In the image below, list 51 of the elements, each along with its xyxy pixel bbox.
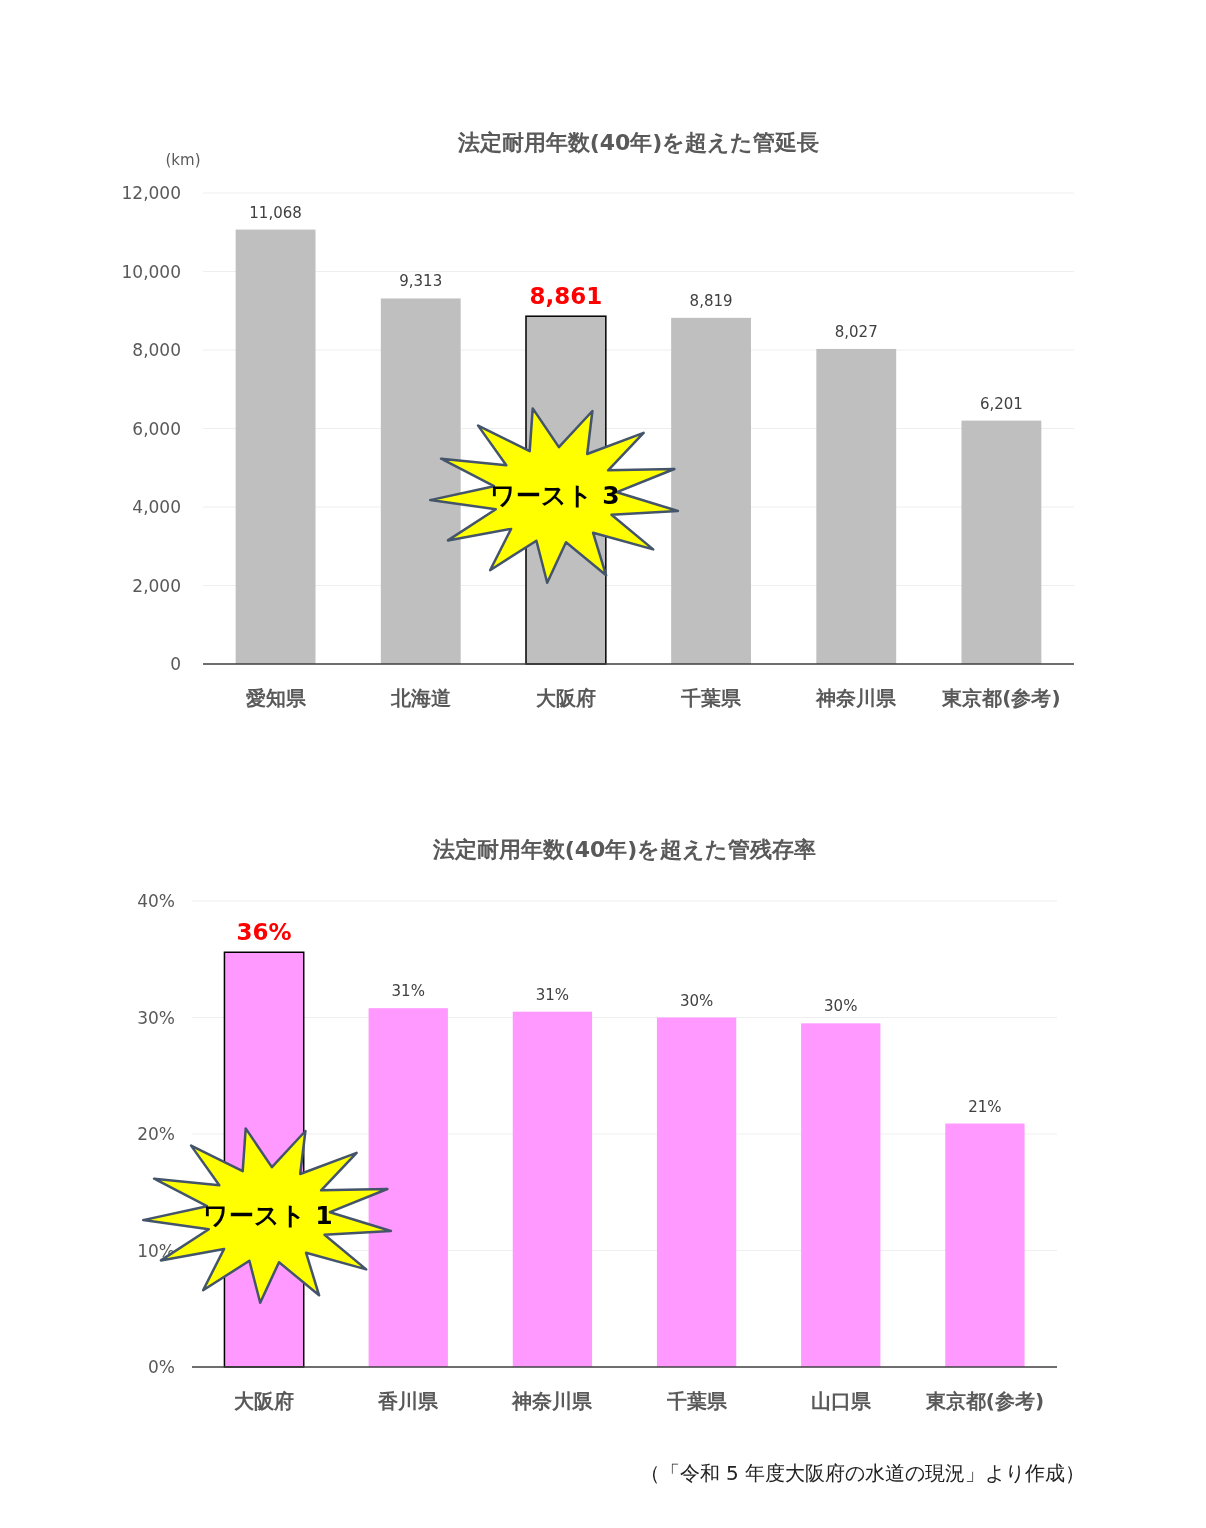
x-tick-label: 東京都(参考) bbox=[941, 686, 1061, 710]
x-tick-label: 大阪府 bbox=[234, 1389, 295, 1413]
x-tick-label: 大阪府 bbox=[535, 686, 596, 710]
annotation: ワースト 1 bbox=[203, 1201, 333, 1230]
x-tick-label: 北海道 bbox=[389, 686, 451, 710]
annotation: ワースト 3 bbox=[490, 481, 620, 510]
annotation: 8,861 bbox=[529, 283, 603, 310]
data-label: 9,313 bbox=[399, 272, 443, 291]
bar bbox=[961, 420, 1042, 664]
bar bbox=[656, 1017, 737, 1367]
x-tick-label: 香川県 bbox=[377, 1389, 440, 1413]
x-tick-label: 東京都(参考) bbox=[924, 1389, 1045, 1413]
bar bbox=[801, 1023, 881, 1368]
chart-title: 法定耐用年数(40年)を超えた管延長 bbox=[456, 130, 820, 155]
x-tick-label: 千葉県 bbox=[680, 686, 743, 710]
x-tick-label: 愛知県 bbox=[245, 686, 307, 710]
text: （「令和 5 年度大阪府の水道の現況」より作成） bbox=[639, 1461, 1085, 1485]
data-label: 30% bbox=[679, 991, 714, 1010]
data-label: 21% bbox=[968, 1097, 1002, 1116]
data-label: 6,201 bbox=[979, 394, 1023, 413]
bar bbox=[945, 1123, 1025, 1368]
data-label: 8,819 bbox=[689, 291, 733, 310]
annotation: 36% bbox=[236, 919, 292, 946]
x-tick-label: 神奈川県 bbox=[815, 686, 898, 710]
y-tick-label: 12,000 bbox=[121, 183, 181, 203]
y-tick-label: 30% bbox=[137, 1007, 175, 1028]
bar bbox=[671, 317, 751, 664]
bar bbox=[380, 298, 461, 664]
data-label: 8,027 bbox=[834, 322, 878, 341]
bar bbox=[368, 1008, 448, 1367]
data-label: 30% bbox=[824, 997, 858, 1016]
y-tick-label: 8,000 bbox=[132, 340, 181, 360]
y-tick-label: 2,000 bbox=[132, 575, 181, 596]
y-tick-label: 4,000 bbox=[132, 497, 181, 517]
data-label: 31% bbox=[391, 982, 425, 1001]
y-tick-label: 0% bbox=[148, 1357, 175, 1377]
x-tick-label: 千葉県 bbox=[665, 1389, 728, 1413]
y-axis-title: (km) bbox=[165, 151, 201, 169]
x-tick-label: 神奈川県 bbox=[511, 1389, 594, 1413]
data-label: 31% bbox=[535, 985, 570, 1004]
y-tick-label: 10,000 bbox=[121, 261, 181, 282]
x-tick-label: 山口県 bbox=[810, 1389, 872, 1413]
y-tick-label: 6,000 bbox=[132, 418, 181, 439]
y-tick-label: 20% bbox=[137, 1124, 175, 1144]
chart-title: 法定耐用年数(40年)を超えた管残存率 bbox=[431, 837, 817, 862]
y-tick-label: 40% bbox=[137, 891, 175, 911]
bar bbox=[235, 229, 316, 664]
bar bbox=[512, 1011, 593, 1367]
y-tick-label: 0 bbox=[170, 654, 181, 674]
data-label: 11,068 bbox=[249, 203, 302, 222]
bar bbox=[816, 348, 897, 664]
